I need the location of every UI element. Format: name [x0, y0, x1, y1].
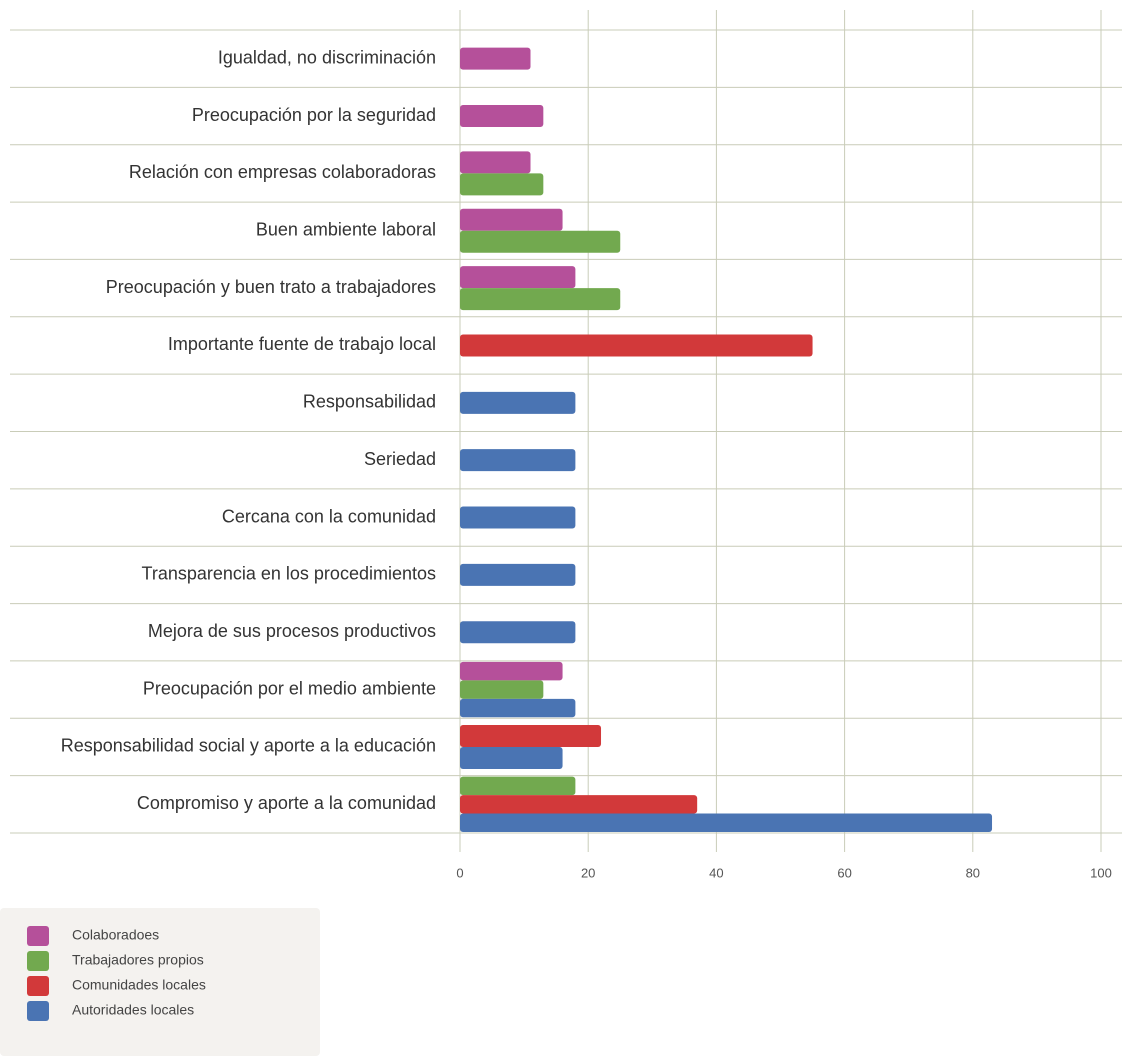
- bar: [460, 776, 576, 796]
- bar: [460, 563, 576, 586]
- category-label: Cercana con la comunidad: [222, 506, 436, 526]
- x-tick-label: 40: [709, 865, 723, 880]
- category-label: Seriedad: [364, 449, 436, 469]
- bar: [460, 334, 813, 357]
- x-tick-label: 80: [966, 865, 980, 880]
- category-label: Buen ambiente laboral: [256, 220, 436, 240]
- bar: [460, 105, 544, 128]
- bar: [460, 506, 576, 529]
- bar: [460, 680, 544, 699]
- bar: [460, 698, 576, 718]
- x-tick-label: 100: [1090, 865, 1112, 880]
- category-label: Igualdad, no discriminación: [218, 47, 436, 67]
- category-label: Preocupación y buen trato a trabajadores: [106, 277, 436, 297]
- category-label: Importante fuente de trabajo local: [168, 334, 436, 354]
- bar: [460, 813, 993, 832]
- category-label: Responsabilidad social y aporte a la edu…: [61, 736, 436, 756]
- bar: [460, 746, 563, 769]
- legend-swatch: [27, 976, 49, 996]
- legend-label: Comunidades locales: [72, 977, 206, 993]
- legend-swatch: [27, 951, 49, 971]
- bar: [460, 449, 576, 472]
- category-label: Responsabilidad: [303, 392, 436, 412]
- legend-swatch: [27, 1001, 49, 1021]
- legend-label: Colaboradoes: [72, 927, 159, 943]
- legend-label: Autoridades locales: [72, 1002, 194, 1018]
- category-label: Mejora de sus procesos productivos: [148, 621, 436, 641]
- legend-swatch: [27, 926, 49, 946]
- x-tick-label: 0: [456, 865, 463, 880]
- category-label: Compromiso y aporte a la comunidad: [137, 793, 436, 813]
- bar: [460, 47, 531, 70]
- bar: [460, 230, 621, 253]
- bar: [460, 288, 621, 311]
- bar: [460, 151, 531, 174]
- bar: [460, 724, 602, 747]
- category-label: Transparencia en los procedimientos: [142, 564, 437, 584]
- bar: [460, 208, 563, 231]
- bar: [460, 266, 576, 289]
- legend-box: [0, 908, 320, 1056]
- category-label: Relación con empresas colaboradoras: [129, 162, 436, 182]
- bar: [460, 661, 563, 681]
- category-label: Preocupación por la seguridad: [192, 105, 436, 125]
- bar: [460, 621, 576, 644]
- bar: [460, 173, 544, 196]
- legend-label: Trabajadores propios: [72, 952, 204, 968]
- x-tick-label: 20: [581, 865, 595, 880]
- category-label: Preocupación por el medio ambiente: [143, 678, 436, 698]
- bar: [460, 391, 576, 414]
- x-tick-label: 60: [837, 865, 851, 880]
- bar: [460, 795, 698, 814]
